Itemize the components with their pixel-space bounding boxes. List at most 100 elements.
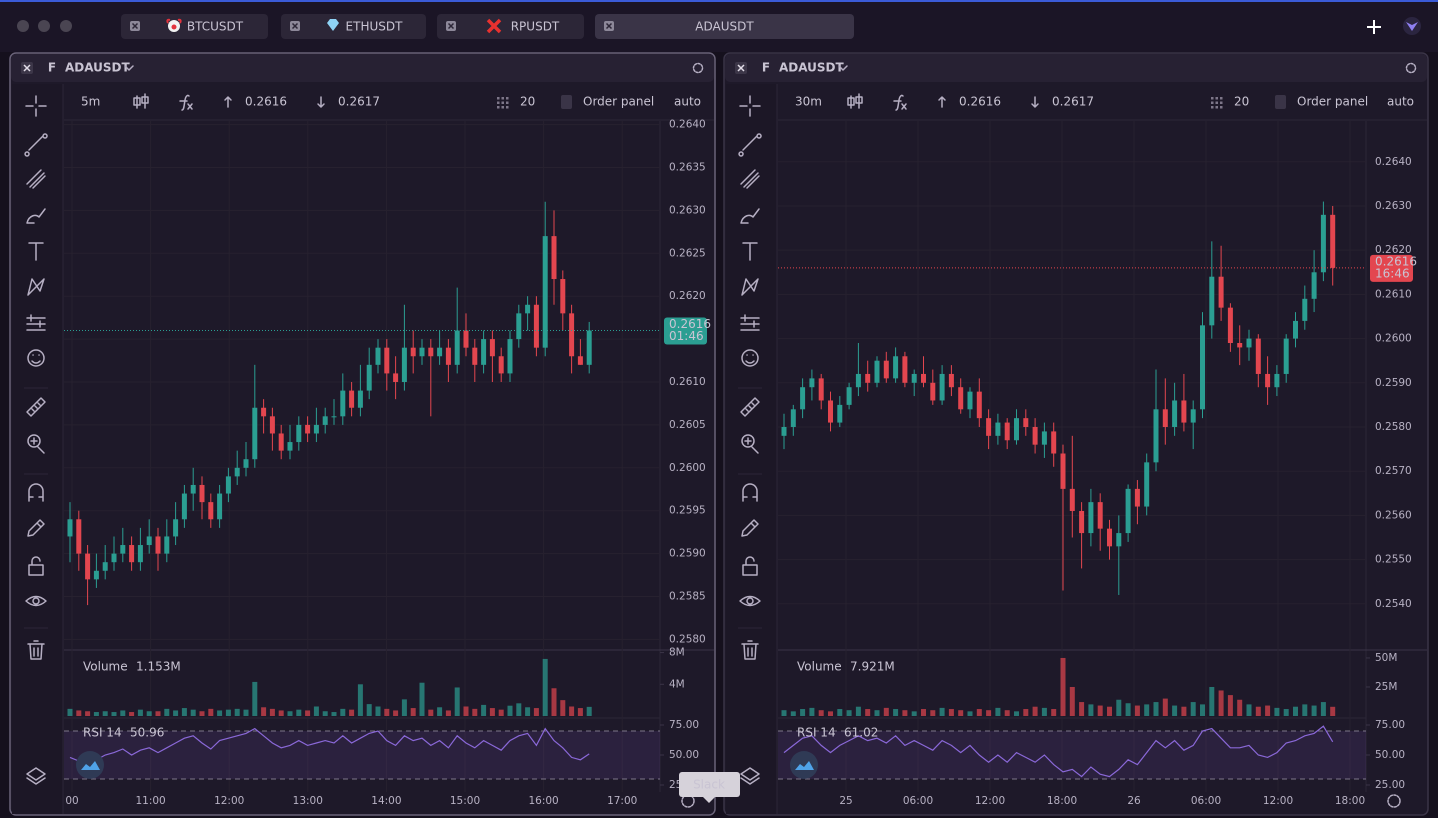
tool-icon[interactable] [26,767,46,785]
candle-body [93,570,99,580]
tool-icon[interactable] [740,169,760,189]
candle-body [800,387,806,410]
indicators-icon[interactable] [893,94,907,111]
tool-icon[interactable] [27,519,45,537]
candle-body [217,493,223,520]
symbol-dropdown[interactable] [124,65,134,71]
new-tab[interactable] [1367,20,1381,34]
volume-bar [1283,709,1289,716]
tab[interactable] [281,14,426,39]
tool-icon[interactable] [27,640,45,660]
tool-icon[interactable] [740,314,760,331]
volume-bar [533,708,539,716]
volume-bar [454,687,460,716]
volume-bar [305,710,311,716]
order-panel-icon[interactable] [1275,95,1286,109]
indicator-badge[interactable] [790,751,818,779]
candle-body [1060,453,1066,489]
candle-body [472,347,478,365]
candle-body [437,347,443,357]
volume-bar [217,710,223,716]
rsi-tick-label: 75.00 [1375,719,1405,731]
tool-icon[interactable] [741,278,759,296]
price-tick-label: 0.2540 [1375,598,1412,610]
tool-icon[interactable] [26,169,46,189]
candle-body [1311,272,1317,299]
scale-mode[interactable]: auto [1387,95,1414,109]
tab[interactable] [595,14,854,39]
tool-icon[interactable] [741,519,759,537]
candle-body [995,422,1001,436]
interval[interactable]: 5m [81,95,100,109]
tool-icon[interactable] [26,397,46,417]
tool-icon[interactable] [26,314,46,331]
time-tick-label: 00 [65,795,78,807]
tool-icon[interactable] [741,640,759,660]
tool-icon[interactable] [740,767,760,785]
chart-type-icon[interactable] [847,93,863,109]
tool-icon[interactable] [739,95,761,117]
indicator-badge[interactable] [76,751,104,779]
tool-icon[interactable] [27,278,45,296]
candle-body [401,347,407,382]
tool-icon[interactable] [28,556,44,576]
time-tick-label: 15:00 [450,795,480,807]
order-panel[interactable]: Order panel [583,95,654,109]
candle-body [577,356,583,365]
tool-icon[interactable] [27,349,45,367]
candle-body [419,347,425,357]
tab-label: ADAUSDT [695,20,754,34]
volume-bar [199,711,205,716]
tool-icon[interactable] [28,483,44,502]
symbol-dropdown[interactable] [838,65,848,71]
tool-icon[interactable] [738,133,762,157]
candle-body [976,391,982,419]
indicators-icon[interactable] [179,94,193,111]
order-panel[interactable]: Order panel [1297,95,1368,109]
window-close[interactable] [17,20,29,32]
candle-body [375,347,381,365]
panel-settings[interactable] [1405,62,1417,74]
tool-icon[interactable] [25,95,47,117]
tool-icon[interactable] [25,595,47,607]
volume-bar [1320,702,1326,716]
candle-body [1125,488,1131,534]
panel-settings[interactable] [692,62,704,74]
tool-icon[interactable] [24,133,48,157]
tool-icon[interactable] [27,434,45,454]
tool-icon[interactable] [741,349,759,367]
tool-icon[interactable] [742,556,758,576]
tool-icon[interactable] [740,208,760,224]
tool-icon[interactable] [739,595,761,607]
tool-icon[interactable] [740,397,760,417]
price-tick-label: 0.2620 [669,290,706,302]
candle-body [190,484,196,494]
volume-bar [560,700,566,716]
depth-value[interactable]: 20 [520,95,535,109]
axis-settings[interactable] [1387,794,1401,808]
chart-type-icon[interactable] [133,93,149,109]
scale-mode[interactable]: auto [674,95,701,109]
tab[interactable] [121,14,268,39]
symbol-name[interactable]: ADAUSDT [65,61,131,75]
tool-icon[interactable] [742,483,758,502]
tool-icon[interactable] [741,434,759,454]
volume-bar [472,708,478,716]
depth-value[interactable]: 20 [1234,95,1249,109]
tab[interactable] [437,14,584,39]
window-minimize[interactable] [38,20,50,32]
volume-bar [1116,699,1122,716]
volume-bar [1069,686,1075,716]
price-tick-label: 0.2605 [669,419,706,431]
tool-icon[interactable] [26,208,46,224]
tool-icon[interactable] [742,242,758,261]
window-zoom[interactable] [60,20,72,32]
candle-body [874,360,880,383]
volume-bar [357,684,363,716]
candle-body [67,519,73,537]
symbol-name[interactable]: ADAUSDT [779,61,845,75]
candle-body [313,424,319,434]
tool-icon[interactable] [28,242,44,261]
order-panel-icon[interactable] [561,95,572,109]
interval[interactable]: 30m [795,95,822,109]
